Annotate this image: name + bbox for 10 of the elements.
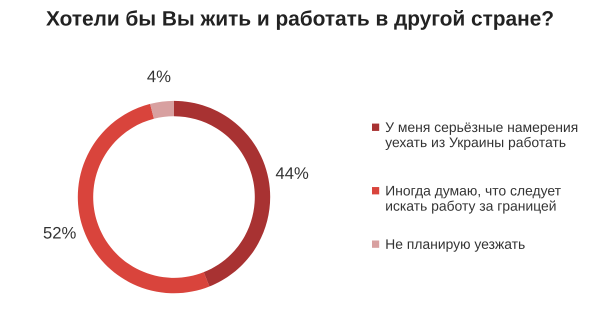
data-label: 4%: [147, 70, 170, 82]
chart-title: Хотели бы Вы жить и работать в другой стране?: [46, 10, 553, 30]
legend-label: Иногда думаю, что следует искать работу за границей: [386, 186, 561, 214]
donut-slice: [78, 104, 210, 294]
data-label: 52%: [44, 226, 76, 239]
donut-slice: [150, 100, 174, 119]
legend-label: Не планирую уезжать: [386, 239, 525, 252]
legend-label: У меня серьёзные намерения уехать из Украины работать: [385, 122, 578, 150]
donut-slice: [174, 100, 270, 286]
data-label: 44%: [276, 167, 308, 179]
